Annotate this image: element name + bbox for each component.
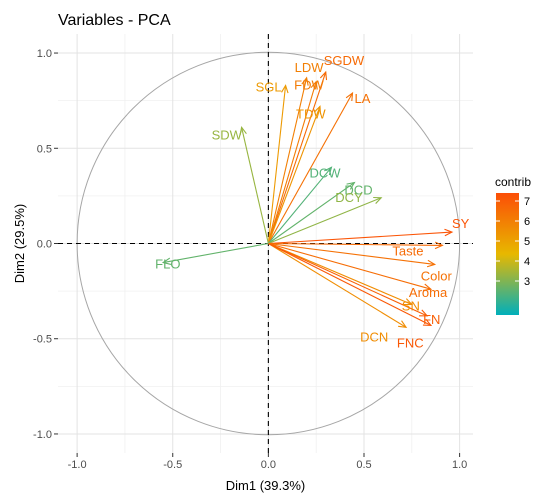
arrow-sgl <box>267 85 287 244</box>
legend-tick-label: 5 <box>524 236 530 248</box>
arrowhead-fn <box>419 309 429 317</box>
variable-label-aroma: Aroma <box>409 285 448 300</box>
arrowhead-dcy <box>373 196 383 204</box>
arrowhead-flo <box>161 257 172 265</box>
arrow-color <box>268 242 435 265</box>
variable-label-dcd: DCD <box>344 183 372 198</box>
variable-label-sgdw: SGDW <box>324 53 365 68</box>
variable-label-taste: Taste <box>392 243 423 258</box>
y-axis-title: Dim2 (29.5%) <box>12 204 27 283</box>
variable-label-sy: SY <box>452 216 470 231</box>
arrow-sgdw <box>267 71 327 244</box>
legend-ticks: 3 4 5 6 7 <box>496 196 530 288</box>
variable-label-dcw: DCW <box>309 165 341 180</box>
arrowhead-taste <box>434 241 444 250</box>
arrow-ldw <box>267 77 308 244</box>
arrowhead-tdw <box>313 105 322 115</box>
arrow-taste <box>268 242 443 246</box>
y-tick-label: -0.5 <box>33 334 52 346</box>
y-axis-ticks: -1.0 -0.5 0.0 0.5 1.0 <box>33 48 58 441</box>
variable-label-la: LA <box>355 91 371 106</box>
arrow-la <box>267 92 353 244</box>
arrowhead-sgdw <box>319 70 328 81</box>
variable-label-flo: FLO <box>155 257 180 272</box>
arrowhead-la <box>345 91 354 102</box>
y-tick-label: -1.0 <box>33 429 52 441</box>
x-tick-label: 0.0 <box>261 459 276 471</box>
legend: contrib 3 4 5 6 7 <box>495 175 531 315</box>
arrowhead-sy <box>444 228 454 237</box>
arrowhead-color <box>426 259 437 268</box>
arrow-aroma <box>268 242 432 290</box>
x-tick-label: 0.5 <box>356 459 371 471</box>
arrowhead-dcw <box>324 166 333 176</box>
arrow-tdw <box>267 106 321 244</box>
variable-label-sgl: SGL <box>256 79 282 94</box>
legend-tick-label: 7 <box>524 196 530 208</box>
arrow-flo <box>163 242 269 264</box>
legend-tick-label: 6 <box>524 216 530 228</box>
arrow-sdw <box>241 127 269 244</box>
variable-label-fnc: FNC <box>397 335 424 350</box>
variable-label-sdw: SDW <box>212 127 243 142</box>
arrow-dcw <box>267 166 332 244</box>
y-tick-label: 1.0 <box>37 48 52 60</box>
arrow-fdw <box>267 81 317 244</box>
variable-label-tdw: TDW <box>296 106 326 121</box>
x-axis-title: Dim1 (39.3%) <box>226 478 305 493</box>
arrow-dcd <box>268 182 355 244</box>
arrowhead-fdw <box>310 80 318 90</box>
arrowhead-aroma <box>422 283 433 291</box>
variable-label-sn: SN <box>402 298 420 313</box>
arrow-fnc <box>268 243 432 326</box>
arrowhead-sdw <box>239 126 247 136</box>
x-tick-label: -0.5 <box>163 459 182 471</box>
variable-label-fn: FN <box>423 312 440 327</box>
arrow-fn <box>268 242 428 317</box>
x-axis-ticks: -1.0 -0.5 0.0 0.5 1.0 <box>68 453 467 471</box>
arrow-dcn <box>268 243 407 328</box>
variable-label-fdw: FDW <box>294 78 324 93</box>
arrow-sy <box>268 231 452 245</box>
variable-arrows <box>161 70 454 329</box>
variable-label-dcy: DCY <box>335 190 363 205</box>
legend-colorbar <box>496 193 519 315</box>
arrow-sn <box>268 242 413 305</box>
legend-title: contrib <box>495 175 531 189</box>
arrowhead-sgl <box>281 84 289 94</box>
arrowhead-dcn <box>398 320 408 329</box>
legend-tick-label: 4 <box>524 256 530 268</box>
x-tick-label: 1.0 <box>452 459 467 471</box>
legend-tick-label: 3 <box>524 276 530 288</box>
arrowhead-sn <box>403 298 414 306</box>
chart-title: Variables - PCA <box>58 12 171 29</box>
y-tick-label: 0.0 <box>37 239 52 251</box>
arrow-dcy <box>268 197 382 245</box>
variable-label-ldw: LDW <box>295 60 325 75</box>
arrowhead-fnc <box>422 318 433 327</box>
arrowhead-ldw <box>301 76 309 86</box>
arrowhead-dcd <box>346 181 356 190</box>
y-tick-label: 0.5 <box>37 143 52 155</box>
variable-label-dcn: DCN <box>360 329 388 344</box>
x-tick-label: -1.0 <box>68 459 87 471</box>
variable-label-color: Color <box>421 268 453 283</box>
